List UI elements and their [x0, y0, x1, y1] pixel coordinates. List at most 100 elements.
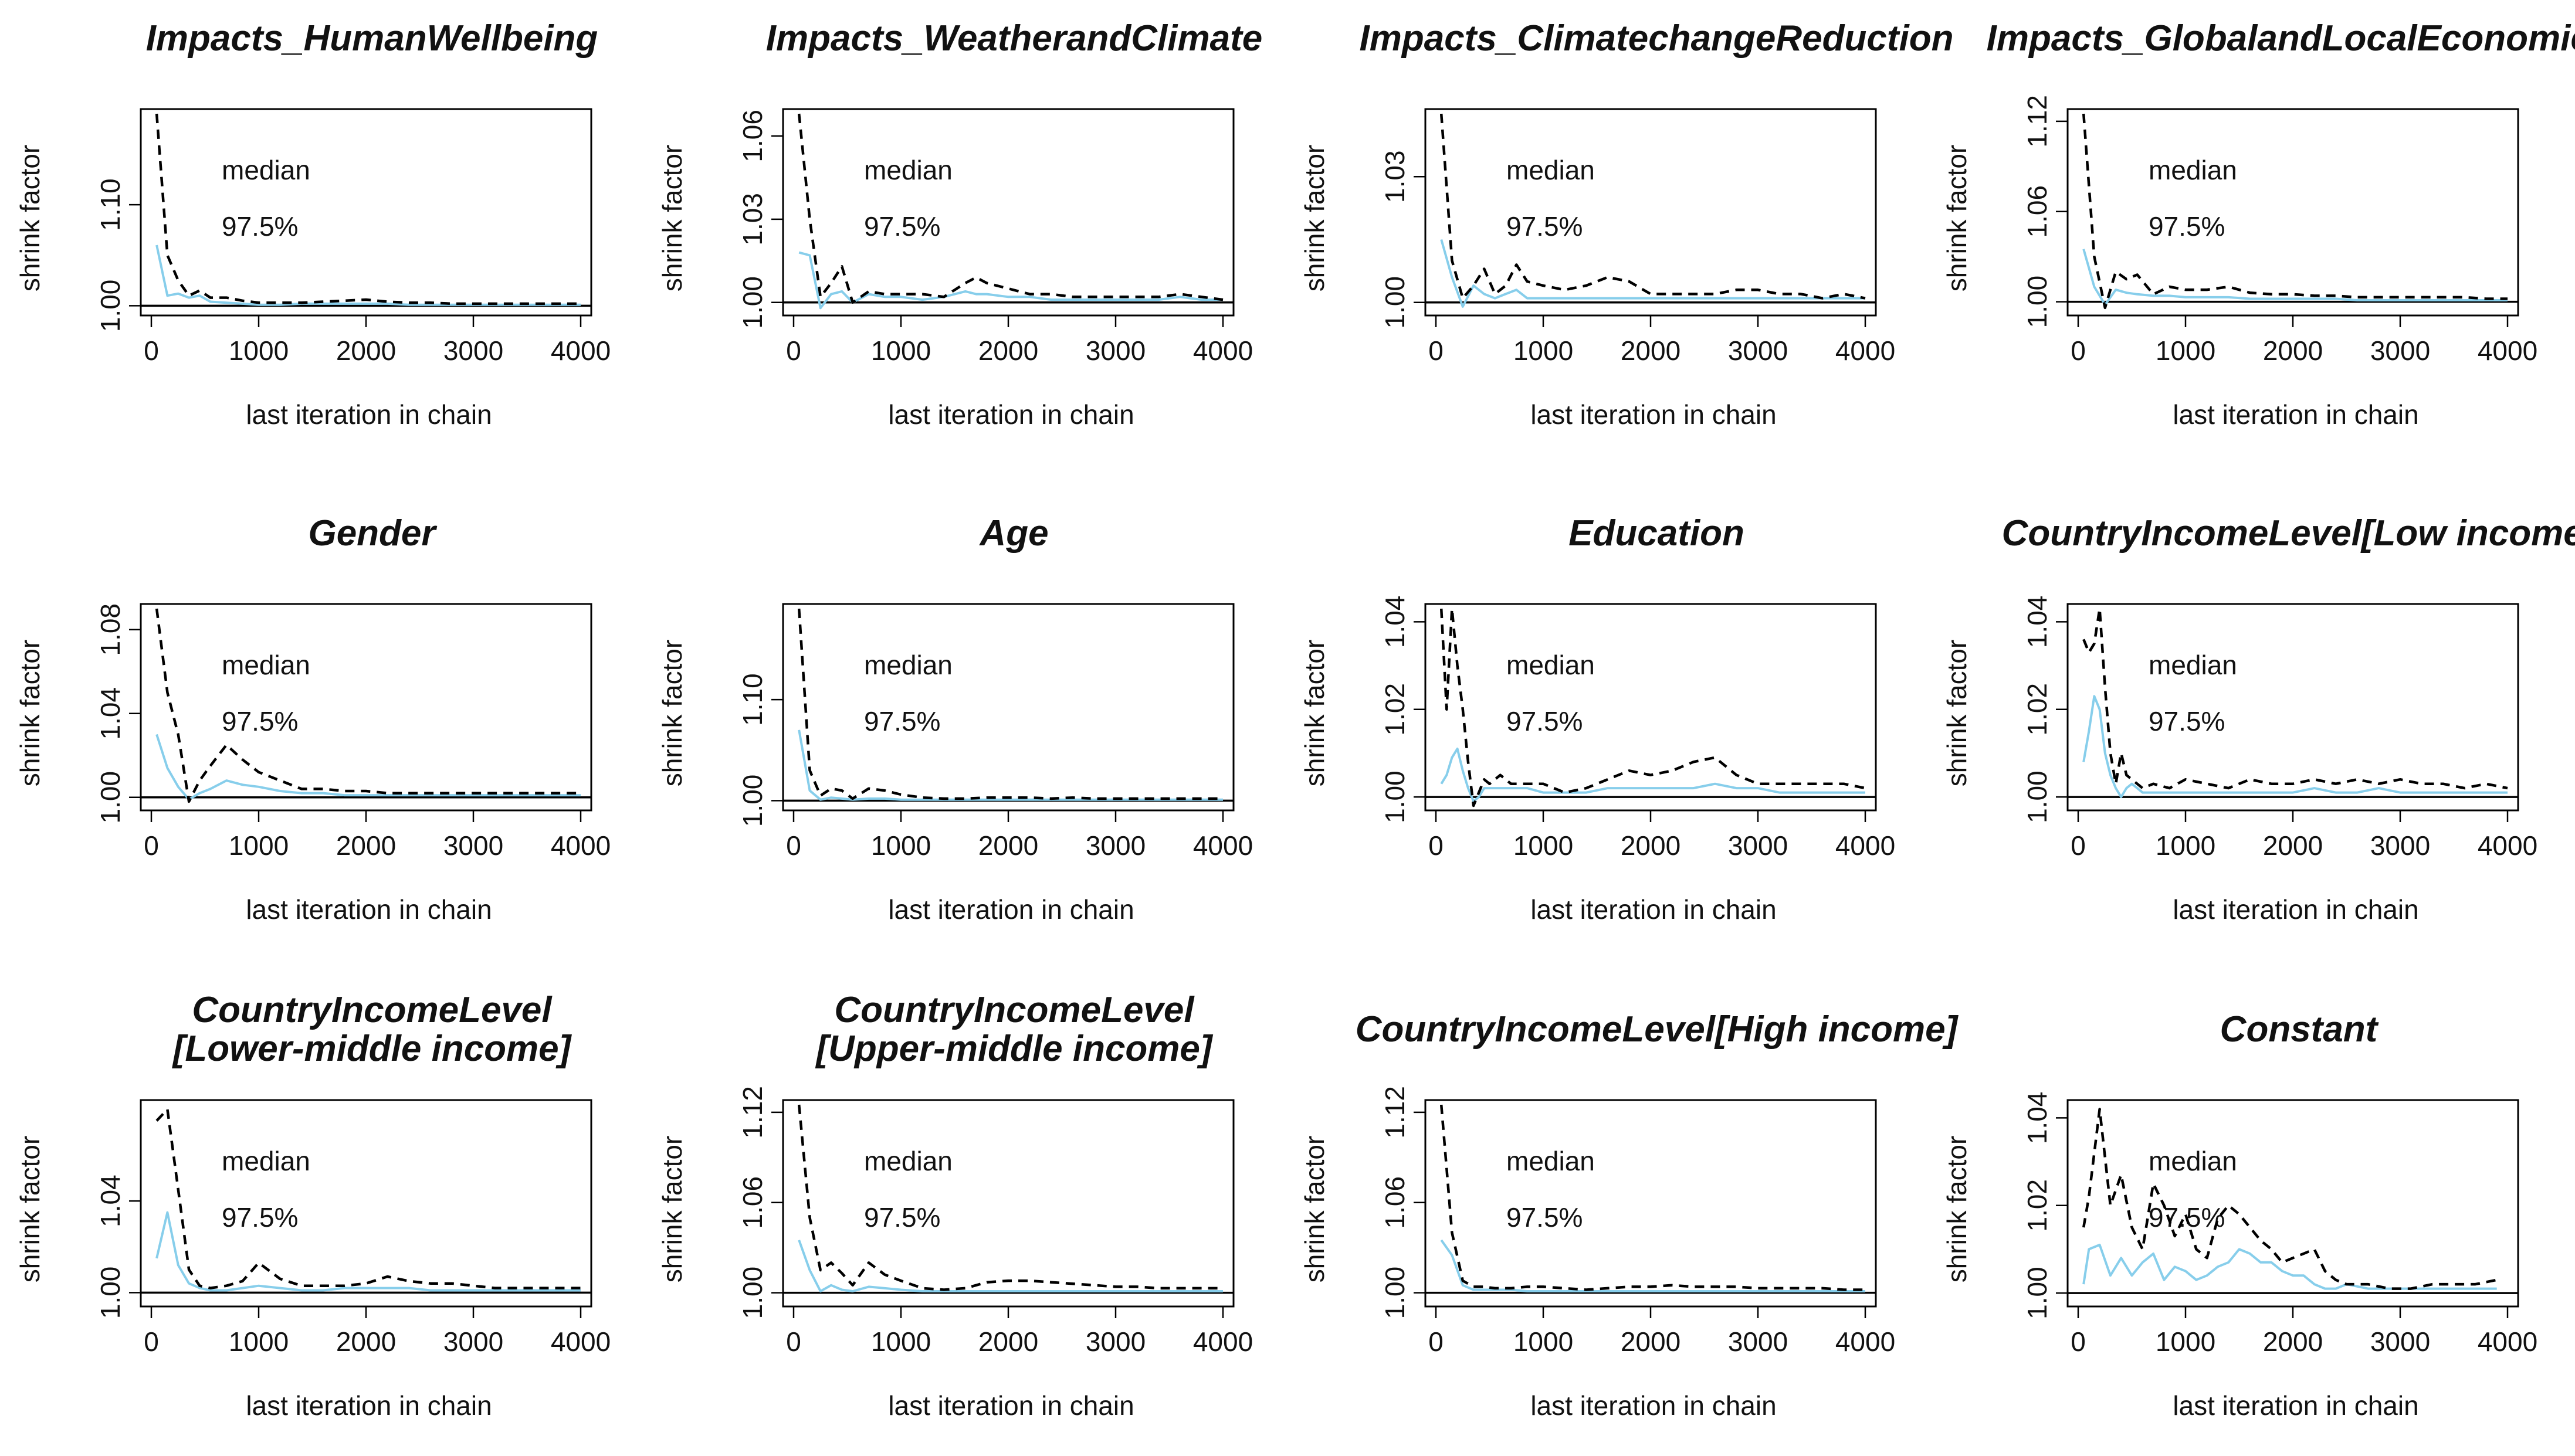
x-tick-label: 0	[2071, 1326, 2086, 1357]
chart-title-line-2: [Lower-middle income]	[172, 1029, 572, 1069]
x-tick-label: 4000	[551, 830, 611, 861]
y-tick-label: 1.06	[1380, 1176, 1410, 1229]
x-tick-label: 4000	[1193, 335, 1253, 366]
y-axis-title: shrink factor	[15, 640, 45, 787]
y-tick-label: 1.06	[737, 1176, 768, 1229]
legend-label-97-5: 97.5%	[864, 211, 940, 242]
y-tick-label: 1.00	[1380, 771, 1410, 823]
chart-title: Impacts_WeatherandClimate	[766, 18, 1262, 59]
x-tick-label: 3000	[2370, 1326, 2430, 1357]
chart-panel-6: Age 0 1000 2000 3000 4000 1.00 1.10 last iterati…	[657, 513, 1253, 925]
series-median-line	[798, 729, 1223, 801]
x-axis-title: last iteration in chain	[2173, 894, 2418, 925]
x-tick-label: 1000	[2156, 335, 2215, 366]
series-median-line	[155, 1211, 581, 1292]
plot-frame	[782, 108, 1235, 317]
x-tick-label: 0	[786, 830, 801, 861]
series-97-5-line	[1439, 113, 1866, 300]
x-tick-label: 4000	[551, 335, 611, 366]
legend-label-median: median	[222, 650, 310, 680]
legend-label-median: median	[2149, 1146, 2237, 1176]
x-tick-label: 2000	[1621, 830, 1680, 861]
chart-title-line-1: CountryIncomeLevel	[834, 990, 1195, 1030]
y-tick-label: 1.02	[2022, 1179, 2052, 1232]
y-tick-label: 1.00	[95, 280, 126, 332]
x-tick-label: 0	[1428, 830, 1444, 861]
x-tick-label: 2000	[336, 335, 396, 366]
series-median-line	[1440, 747, 1865, 803]
y-tick-label: 1.06	[2022, 185, 2052, 238]
y-tick-label: 1.04	[1380, 596, 1410, 649]
x-tick-label: 0	[2071, 335, 2086, 366]
chart-panel-5: Gender 0 1000 2000 3000 4000 1.00 1.04 1.08 last …	[15, 513, 611, 925]
y-tick-label: 1.12	[2022, 95, 2052, 148]
legend-label-97-5: 97.5%	[1506, 211, 1583, 242]
legend-label-median: median	[864, 1146, 953, 1176]
x-tick-label: 0	[1428, 335, 1444, 366]
x-tick-label: 2000	[978, 335, 1038, 366]
chart-title-line-2: [Upper-middle income]	[815, 1029, 1214, 1069]
x-tick-label: 0	[786, 1326, 801, 1357]
x-axis-title: last iteration in chain	[246, 1390, 492, 1421]
x-tick-label: 0	[2071, 830, 2086, 861]
x-tick-label: 1000	[1513, 830, 1573, 861]
x-axis-title: last iteration in chain	[1530, 399, 1776, 430]
y-tick-label: 1.02	[2022, 683, 2052, 736]
legend-label-median: median	[864, 155, 953, 185]
plot-frame	[2066, 603, 2519, 812]
chart-panel-8: CountryIncomeLevel[Low income] 0 1000 2000 3…	[1942, 513, 2575, 925]
legend-label-97-5: 97.5%	[2149, 211, 2225, 242]
plot-frame	[1424, 1099, 1877, 1308]
series-97-5-line	[155, 113, 581, 306]
chart-panel-11: CountryIncomeLevel[High income] 0 1000 2000…	[1299, 1009, 1959, 1421]
legend-label-median: median	[222, 155, 310, 185]
series-97-5-line	[1439, 1104, 1865, 1291]
x-tick-label: 3000	[1086, 335, 1146, 366]
x-tick-label: 0	[144, 1326, 159, 1357]
series-median-line	[1440, 239, 1865, 308]
x-tick-label: 1000	[229, 1326, 289, 1357]
chart-panel-7: Education 0 1000 2000 3000 4000 1.00 1.02 1.04 la…	[1299, 513, 1895, 925]
y-axis-title: shrink factor	[15, 1136, 45, 1283]
legend-label-median: median	[2149, 155, 2237, 185]
y-tick-label: 1.12	[1380, 1086, 1410, 1139]
x-tick-label: 4000	[1835, 1326, 1895, 1357]
x-tick-label: 3000	[2370, 830, 2430, 861]
x-tick-label: 2000	[2263, 830, 2323, 861]
y-tick-label: 1.00	[737, 775, 768, 827]
x-axis-title: last iteration in chain	[1530, 1390, 1776, 1421]
x-tick-label: 3000	[443, 335, 503, 366]
y-tick-label: 1.00	[95, 771, 126, 824]
y-axis-title: shrink factor	[1299, 145, 1330, 292]
y-tick-label: 1.03	[737, 193, 768, 246]
legend-label-97-5: 97.5%	[864, 706, 940, 737]
x-tick-label: 2000	[1621, 1326, 1680, 1357]
x-tick-label: 1000	[229, 830, 289, 861]
plot-frame	[140, 1099, 592, 1308]
y-tick-label: 1.00	[1380, 1267, 1410, 1319]
x-tick-label: 2000	[336, 1326, 396, 1357]
y-axis-title: shrink factor	[1299, 1136, 1330, 1283]
plot-frame	[1424, 603, 1877, 812]
y-tick-label: 1.00	[2022, 276, 2052, 328]
x-tick-label: 1000	[871, 830, 931, 861]
x-tick-label: 1000	[871, 1326, 931, 1357]
x-tick-label: 1000	[1513, 1326, 1573, 1357]
x-tick-label: 3000	[1728, 1326, 1788, 1357]
plot-frame	[782, 603, 1235, 812]
y-axis-title: shrink factor	[15, 145, 45, 292]
x-tick-label: 4000	[1835, 335, 1895, 366]
chart-title: Impacts_HumanWellbeing	[146, 18, 598, 59]
series-97-5-line	[1439, 607, 1866, 807]
legend-label-97-5: 97.5%	[222, 211, 298, 242]
series-median-line	[798, 1240, 1223, 1292]
x-axis-title: last iteration in chain	[888, 399, 1134, 430]
chart-title: Gender	[308, 513, 437, 554]
series-median-line	[2082, 249, 2508, 306]
x-tick-label: 3000	[1728, 830, 1788, 861]
chart-panel-3: Impacts_ClimatechangeReduction 0 1000 2000 3…	[1299, 18, 1953, 430]
y-tick-label: 1.00	[737, 1267, 768, 1319]
plot-frame	[1424, 108, 1877, 317]
chart-panel-1: Impacts_HumanWellbeing 0 1000 2000 3000 4000 1…	[15, 18, 611, 430]
x-axis-title: last iteration in chain	[2173, 1390, 2418, 1421]
